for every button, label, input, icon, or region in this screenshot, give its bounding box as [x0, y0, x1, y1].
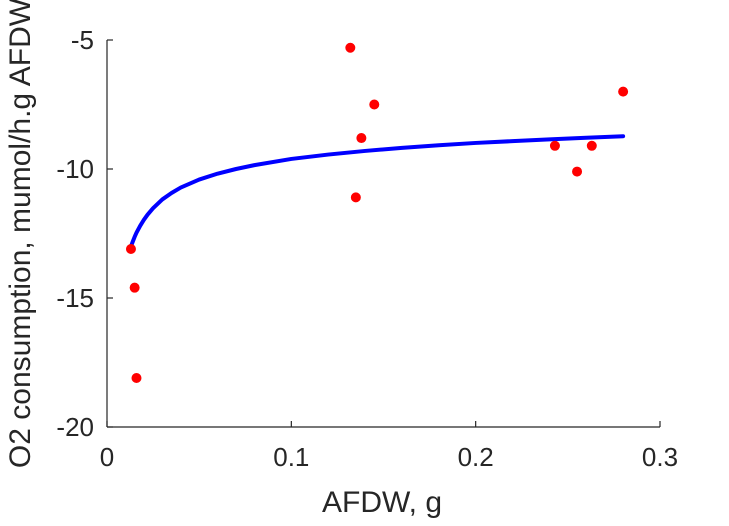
data-point	[125, 243, 136, 254]
y-tick-label: -15	[56, 283, 94, 313]
x-tick-label: 0	[100, 442, 114, 472]
x-tick-label: 0.2	[458, 442, 494, 472]
y-tick-label: -20	[56, 412, 94, 442]
x-axis-label: AFDW, g	[322, 486, 442, 519]
data-point	[356, 133, 367, 144]
data-point	[549, 140, 560, 151]
data-point	[345, 42, 356, 53]
data-point	[572, 166, 583, 177]
y-tick-label: -10	[56, 154, 94, 184]
data-point	[618, 86, 629, 97]
data-point	[586, 140, 597, 151]
tick-marks	[106, 39, 661, 428]
data-point	[129, 282, 140, 293]
data-point	[350, 192, 361, 203]
x-tick-label: 0.1	[273, 442, 309, 472]
data-points-layer	[125, 42, 629, 383]
data-point	[369, 99, 380, 110]
x-tick-label: 0.3	[642, 442, 678, 472]
fitted-curve	[128, 134, 626, 249]
tick-labels: 0 0.1 0.2 0.3 -5 -10 -15 -20	[56, 25, 678, 472]
y-axis-label: O2 consumption, mumol/h.g AFDW	[4, 0, 37, 468]
y-tick-label: -5	[71, 25, 94, 55]
data-point	[131, 372, 142, 383]
axes	[106, 40, 660, 428]
fitted-curve-layer	[128, 134, 626, 249]
